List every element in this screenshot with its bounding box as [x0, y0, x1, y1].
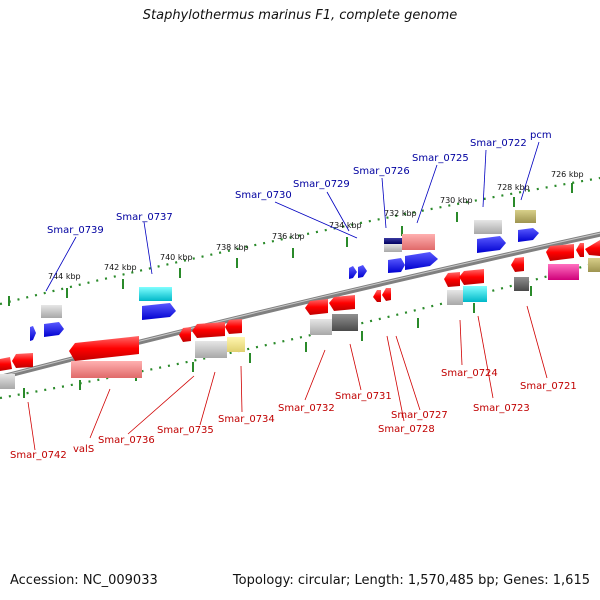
gene-label-smar0739: Smar_0739	[47, 225, 104, 236]
gene-right-red-arrow-2	[576, 243, 584, 257]
gene-smar0732-box	[310, 319, 332, 335]
gene-smar0726-box	[384, 238, 402, 244]
gene-label-smar0737: Smar_0737	[116, 212, 173, 223]
gene-smar0724-box	[447, 290, 463, 305]
gene-label-smar0736: Smar_0736	[98, 435, 155, 446]
gene-smar0723-red-b	[459, 269, 484, 285]
gene-smar0739-box	[41, 305, 62, 318]
gene-label-smar0731: Smar_0731	[335, 391, 392, 402]
scale-label-726: 726 kbp	[551, 170, 584, 179]
scale-ruler-outer	[0, 176, 600, 306]
gene-smar0728-arrow	[382, 288, 391, 301]
gene-label-smar0722: Smar_0722	[470, 138, 527, 149]
gene-smar0722-box	[474, 220, 502, 234]
gene-olive-edge	[588, 258, 600, 272]
scale-labels: 726 kbp 728 kbp 730 kbp 732 kbp 734 kbp …	[48, 170, 584, 281]
gene-smar0731-red-a	[305, 299, 328, 315]
gene-label-smar0727: Smar_0727	[391, 410, 448, 421]
gene-pcm-box	[515, 210, 536, 223]
forward-callouts	[45, 141, 540, 292]
gene-smar0742-box	[0, 374, 15, 389]
gene-smar0723-box	[463, 286, 487, 302]
gene-smar0721-red	[546, 244, 574, 261]
gene-vals-red	[69, 336, 139, 361]
scale-ruler-inner	[0, 260, 600, 400]
gene-smar0734-box	[227, 337, 245, 352]
scale-label-732: 732 kbp	[384, 209, 417, 218]
gene-smar0726-arrow	[388, 258, 405, 273]
gene-label-smar0724: Smar_0724	[441, 368, 498, 379]
gene-smar0722-arrow	[477, 236, 506, 253]
forward-gene-labels: pcm Smar_0722 Smar_0725 Smar_0726 Smar_0…	[47, 130, 552, 236]
gene-pcm-arrow	[518, 228, 539, 242]
gene-smar0729-arrow-b	[358, 265, 367, 278]
gene-smar0729-arrow-a	[349, 266, 357, 279]
scale-label-736: 736 kbp	[272, 232, 305, 241]
forward-strand-features	[30, 210, 539, 341]
gene-edge-blue-arrow	[30, 326, 36, 341]
gene-smar0737-arrow	[142, 303, 176, 320]
gene-label-smar0725: Smar_0725	[412, 153, 469, 164]
topology-text: Topology: circular; Length: 1,570,485 bp…	[232, 573, 590, 588]
gene-label-smar0723: Smar_0723	[473, 403, 530, 414]
gene-smar0726-grey	[384, 244, 402, 252]
scale-label-740: 740 kbp	[160, 253, 193, 262]
scale-label-738: 738 kbp	[216, 243, 249, 252]
gene-label-smar0734: Smar_0734	[218, 414, 275, 425]
gene-label-smar0721: Smar_0721	[520, 381, 577, 392]
gene-smar0734-red-a	[179, 327, 191, 342]
gene-smar0721-small	[511, 257, 524, 272]
gene-right-red-arrow-1	[585, 240, 600, 256]
gene-label-smar0730: Smar_0730	[235, 190, 292, 201]
gene-smar0727-arrow	[373, 290, 381, 302]
gene-smar0725-arrow	[405, 252, 438, 270]
gene-smar0735-box	[195, 341, 227, 358]
gene-smar0723-red-a	[444, 272, 460, 287]
gene-label-smar0742: Smar_0742	[10, 450, 67, 461]
gene-smar0739-arrow	[44, 322, 64, 337]
gene-smar0734-red-b	[192, 322, 225, 338]
gene-label-pcm: pcm	[530, 130, 552, 141]
scale-label-728: 728 kbp	[497, 183, 530, 192]
gene-label-smar0732: Smar_0732	[278, 403, 335, 414]
reverse-gene-labels: Smar_0721 Smar_0723 Smar_0724 Smar_0727 …	[10, 368, 577, 461]
gene-smar0721-box	[548, 264, 579, 280]
gene-label-vals: valS	[73, 444, 94, 455]
gene-label-smar0729: Smar_0729	[293, 179, 350, 190]
scale-label-744: 744 kbp	[48, 272, 81, 281]
scale-label-742: 742 kbp	[104, 263, 137, 272]
map-title: Staphylothermus marinus F1, complete gen…	[142, 8, 458, 23]
gene-smar0725-box	[402, 234, 435, 250]
reverse-callouts	[27, 305, 548, 451]
scale-label-730: 730 kbp	[440, 196, 473, 205]
gene-smar0731-box	[332, 314, 358, 331]
gene-vals-box	[71, 361, 142, 378]
gene-smar0742-red-b	[12, 353, 33, 368]
gene-smar0737-box	[139, 287, 172, 301]
gene-label-smar0735: Smar_0735	[157, 425, 214, 436]
gene-label-smar0726: Smar_0726	[353, 166, 410, 177]
scale-label-734: 734 kbp	[329, 221, 362, 230]
gene-smar0731-red-b	[329, 295, 355, 311]
gene-label-smar0728: Smar_0728	[378, 424, 435, 435]
reverse-strand-features	[0, 240, 600, 389]
gene-smar0734-red-c	[225, 319, 242, 334]
gene-smar0742-red-a	[0, 357, 12, 371]
accession-text: Accession: NC_009033	[10, 573, 158, 588]
gene-dark-box-a	[514, 277, 529, 291]
